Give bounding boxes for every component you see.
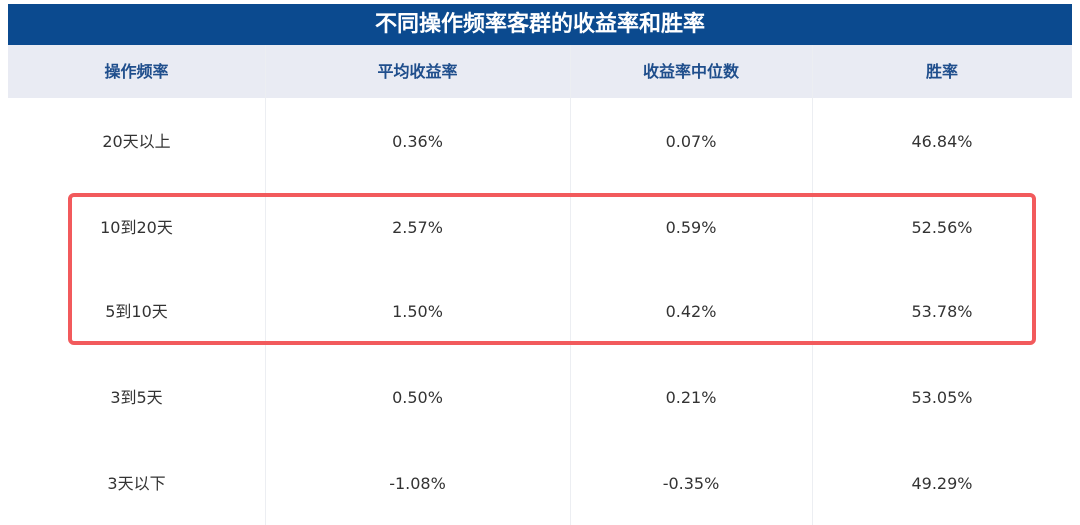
table-cell: 3天以下: [107, 474, 166, 493]
column-header: 操作频率: [104, 62, 169, 81]
table-cell: 0.36%: [392, 132, 443, 151]
column-header: 收益率中位数: [642, 62, 739, 81]
table-cell: 20天以上: [102, 132, 171, 151]
table-cell: 3到5天: [110, 388, 163, 407]
highlight-box: [68, 193, 1036, 345]
table-cell: 0.50%: [392, 388, 443, 407]
table-cell: 52.56%: [911, 218, 973, 237]
table-cell: 5到10天: [105, 302, 168, 321]
table-cell: -1.08%: [389, 474, 446, 493]
table-cell: 53.78%: [911, 302, 973, 321]
table-cell: -0.35%: [662, 474, 720, 493]
table-cell: 53.05%: [911, 388, 973, 407]
table-cell: 10到20天: [100, 218, 173, 237]
table-cell: 0.42%: [665, 302, 717, 321]
table-cell: 0.21%: [665, 388, 717, 407]
table-cell: 1.50%: [392, 302, 443, 321]
column-header: 平均收益率: [377, 62, 458, 81]
table-header: [8, 45, 1072, 98]
table-cell: 46.84%: [911, 132, 973, 151]
table-cell: 0.59%: [665, 218, 717, 237]
column-divider: [265, 45, 266, 525]
table-cell: 49.29%: [911, 474, 973, 493]
table-cell: 0.07%: [665, 132, 717, 151]
table-title: 不同操作频率客群的收益率和胜率: [8, 4, 1072, 45]
table-cell: 2.57%: [392, 218, 443, 237]
column-divider: [570, 45, 571, 525]
column-header: 胜率: [925, 62, 958, 81]
column-divider: [812, 45, 813, 525]
